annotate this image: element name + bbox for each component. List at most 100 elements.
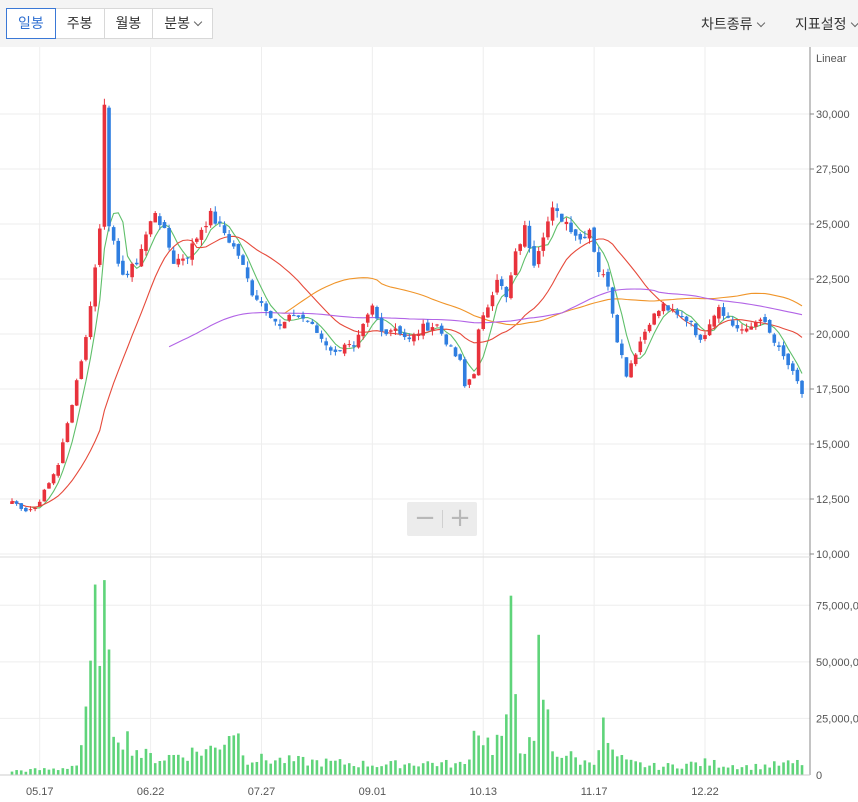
candle-up <box>97 228 102 265</box>
volume-bar <box>297 755 300 775</box>
volume-bar <box>759 769 762 775</box>
tab-monthly[interactable]: 월봉 <box>103 8 154 39</box>
tab-daily[interactable]: 일봉 <box>6 8 56 39</box>
volume-bar <box>666 763 670 775</box>
candle-down <box>19 503 24 509</box>
volume-bar <box>112 736 115 775</box>
volume-bar <box>135 750 139 775</box>
candle-down <box>781 345 786 357</box>
candle-up <box>587 229 592 239</box>
scale-label[interactable]: Linear <box>816 53 847 65</box>
tab-minute[interactable]: 분봉 <box>152 8 214 39</box>
candle-up <box>744 328 749 332</box>
candle-down <box>352 345 356 347</box>
volume-bar <box>38 770 42 775</box>
candle-down <box>268 310 273 318</box>
volume-bar <box>629 759 633 775</box>
candle-down <box>721 307 726 316</box>
candle-down <box>315 325 319 333</box>
candle-down <box>167 227 171 248</box>
candle-up <box>481 315 486 329</box>
volume-bar <box>200 755 203 775</box>
volume-bar <box>324 758 328 775</box>
volume-bar <box>15 770 18 775</box>
candle-down <box>735 325 740 329</box>
volume-bar <box>495 734 499 775</box>
volume-bar <box>463 764 467 775</box>
date-tick-label: 06.22 <box>137 786 165 798</box>
candle-down <box>250 280 255 296</box>
candle-up <box>703 335 707 339</box>
candle-up <box>51 474 56 484</box>
candle-up <box>749 326 753 330</box>
zoom-out-button[interactable]: − <box>414 503 436 533</box>
candle-up <box>472 374 476 379</box>
candle-down <box>328 347 333 351</box>
candle-down <box>273 318 278 322</box>
volume-bar <box>329 760 333 775</box>
volume-bar <box>181 757 185 775</box>
candle-up <box>195 238 199 242</box>
candle-up <box>70 405 74 423</box>
volume-bar <box>542 699 545 775</box>
candle-up <box>657 310 661 317</box>
price-tick-label: 17,500 <box>816 384 850 396</box>
chart-toolbar: 일봉 주봉 월봉 분봉 차트종류 지표설정 <box>0 0 858 47</box>
candle-down <box>407 337 412 340</box>
volume-bar <box>380 766 383 775</box>
price-tick-label: 27,500 <box>816 164 850 176</box>
candle-down <box>684 316 689 322</box>
volume-bar <box>777 765 781 775</box>
candle-down <box>624 357 629 377</box>
candle-up <box>282 321 287 329</box>
candle-down <box>763 317 767 322</box>
candle-down <box>680 316 684 318</box>
volume-tick-label: 25,000,00 <box>816 713 858 725</box>
volume-bar <box>546 709 550 775</box>
volume-bar <box>791 763 795 775</box>
candle-up <box>342 344 347 354</box>
volume-bar <box>311 759 314 775</box>
volume-bar <box>736 769 739 775</box>
candle-down <box>218 221 222 224</box>
volume-bar <box>366 766 370 775</box>
volume-tick-label: 75,000,00 <box>816 600 858 612</box>
candle-up <box>435 324 439 326</box>
candle-down <box>689 320 693 322</box>
chart-type-menu[interactable]: 차트종류 <box>701 14 765 34</box>
volume-bar <box>292 761 296 775</box>
candle-up <box>633 354 638 365</box>
indicator-settings-menu[interactable]: 지표설정 <box>795 14 858 34</box>
stock-chart[interactable]: Linear 10,000 12,500 15,000 17,500 20,000 22,… <box>0 47 858 802</box>
volume-bar <box>592 764 596 775</box>
candle-up <box>148 221 153 235</box>
candle-down <box>767 319 772 333</box>
candle-up <box>638 341 643 353</box>
volume-bar <box>287 755 291 775</box>
candle-down <box>578 234 583 240</box>
volume-bar <box>625 759 628 775</box>
tab-weekly[interactable]: 주봉 <box>54 8 105 39</box>
volume-bar <box>213 747 217 775</box>
volume-bar <box>662 766 665 775</box>
candle-down <box>241 255 245 265</box>
candle-down <box>310 321 315 324</box>
zoom-in-button[interactable]: + <box>449 503 471 533</box>
candle-down <box>569 222 573 233</box>
volume-bar <box>264 760 268 775</box>
candle-up <box>652 313 656 325</box>
candle-up <box>33 507 37 510</box>
volume-bar <box>278 757 282 775</box>
indicator-settings-label: 지표설정 <box>795 16 847 32</box>
volume-bar <box>671 764 674 775</box>
volume-bar <box>523 753 527 775</box>
candle-down <box>666 305 670 311</box>
candle-down <box>596 252 601 273</box>
candle-down <box>726 316 730 318</box>
chevron-down-icon <box>193 17 203 27</box>
volume-bar <box>699 766 702 775</box>
candle-down <box>610 287 615 314</box>
volume-bar <box>574 757 577 775</box>
period-tabs: 일봉 주봉 월봉 분봉 <box>6 8 214 39</box>
zoom-controls: − + <box>407 502 477 536</box>
